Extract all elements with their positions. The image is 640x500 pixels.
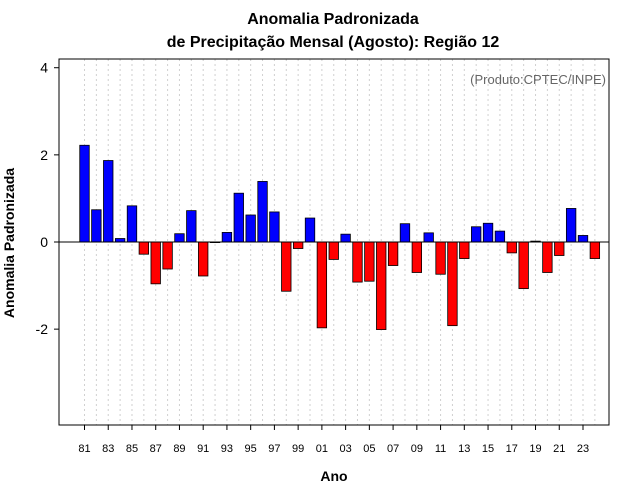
bar-23 xyxy=(577,235,589,243)
x-tick-label: 01 xyxy=(316,443,328,455)
bar-83 xyxy=(103,160,114,243)
bar-01 xyxy=(316,241,328,329)
y-axis-label: Anomalia Padronizada xyxy=(1,168,17,318)
bar-88 xyxy=(162,241,173,270)
bar-06 xyxy=(376,241,387,330)
bar-90 xyxy=(186,210,197,243)
x-tick-label: 05 xyxy=(363,443,375,455)
chart-title-line1: Anomalia Padronizada xyxy=(247,11,419,28)
x-tick-label: 99 xyxy=(292,443,304,455)
x-tick-label: 87 xyxy=(150,443,162,455)
x-tick-label: 91 xyxy=(197,443,209,455)
x-axis: 81 83 85 87 89 91 93 95 97 99 01 03 05 07 09 11 13 15 17 19… xyxy=(78,425,589,455)
bar-93 xyxy=(221,232,233,243)
x-tick-label: 19 xyxy=(529,443,541,455)
bar-16 xyxy=(494,230,506,243)
x-tick-label: 93 xyxy=(221,443,233,455)
y-tick-label: 2 xyxy=(40,147,48,163)
bar-87 xyxy=(150,241,161,285)
x-tick-label: 03 xyxy=(339,443,351,455)
bar-22 xyxy=(565,208,577,243)
x-tick-label: 13 xyxy=(458,443,470,455)
bar-02 xyxy=(328,241,339,260)
x-tick-label: 07 xyxy=(387,443,399,455)
bar-12 xyxy=(447,241,458,327)
x-tick-label: 09 xyxy=(411,443,423,455)
bar-03 xyxy=(340,233,351,243)
bar-00 xyxy=(304,217,316,243)
bar-13 xyxy=(459,241,470,259)
bar-99 xyxy=(292,241,304,249)
x-tick-label: 21 xyxy=(553,443,565,455)
x-tick-label: 81 xyxy=(78,443,90,455)
bar-21 xyxy=(554,241,565,256)
bar-84 xyxy=(114,238,126,243)
bar-17 xyxy=(506,241,517,254)
bar-14 xyxy=(471,226,482,243)
bar-91 xyxy=(198,241,209,277)
vertical-gridlines xyxy=(84,59,596,425)
chart-title-line2: de Precipitação Mensal (Agosto): Região … xyxy=(167,34,500,51)
x-tick-label: 23 xyxy=(577,443,589,455)
x-tick-label: 83 xyxy=(102,443,114,455)
y-tick-label: 0 xyxy=(40,234,48,250)
bar-07 xyxy=(387,241,399,266)
bar-10 xyxy=(423,232,434,243)
bar-98 xyxy=(281,241,292,292)
x-tick-label: 11 xyxy=(435,443,446,455)
bar-09 xyxy=(411,241,422,273)
bar-08 xyxy=(399,223,411,243)
bar-05 xyxy=(364,241,375,282)
bar-15 xyxy=(482,222,494,243)
y-tick-label: 4 xyxy=(40,60,48,76)
bar-11 xyxy=(435,241,446,275)
bar-20 xyxy=(542,241,553,273)
bars-group xyxy=(79,144,601,330)
x-axis-label: Ano xyxy=(320,468,347,484)
bar-04 xyxy=(352,241,363,283)
y-axis: -2 0 2 4 xyxy=(36,60,59,337)
x-tick-label: 17 xyxy=(506,443,518,455)
x-tick-label: 95 xyxy=(245,443,257,455)
x-tick-label: 97 xyxy=(268,443,280,455)
bar-94 xyxy=(233,192,244,243)
bar-85 xyxy=(126,205,138,243)
bar-97 xyxy=(269,211,280,243)
bar-89 xyxy=(174,233,185,243)
x-tick-label: 15 xyxy=(482,443,494,455)
x-tick-label: 85 xyxy=(126,443,138,455)
x-tick-label: 89 xyxy=(173,443,185,455)
bar-96 xyxy=(257,181,268,243)
bar-95 xyxy=(245,214,256,243)
bar-81 xyxy=(79,144,90,243)
bar-18 xyxy=(518,241,529,290)
bar-86 xyxy=(138,241,150,255)
bar-43 xyxy=(589,241,601,259)
bar-82 xyxy=(91,209,102,243)
y-tick-label: -2 xyxy=(36,321,49,337)
credit-text: (Produto:CPTEC/INPE) xyxy=(470,72,606,87)
